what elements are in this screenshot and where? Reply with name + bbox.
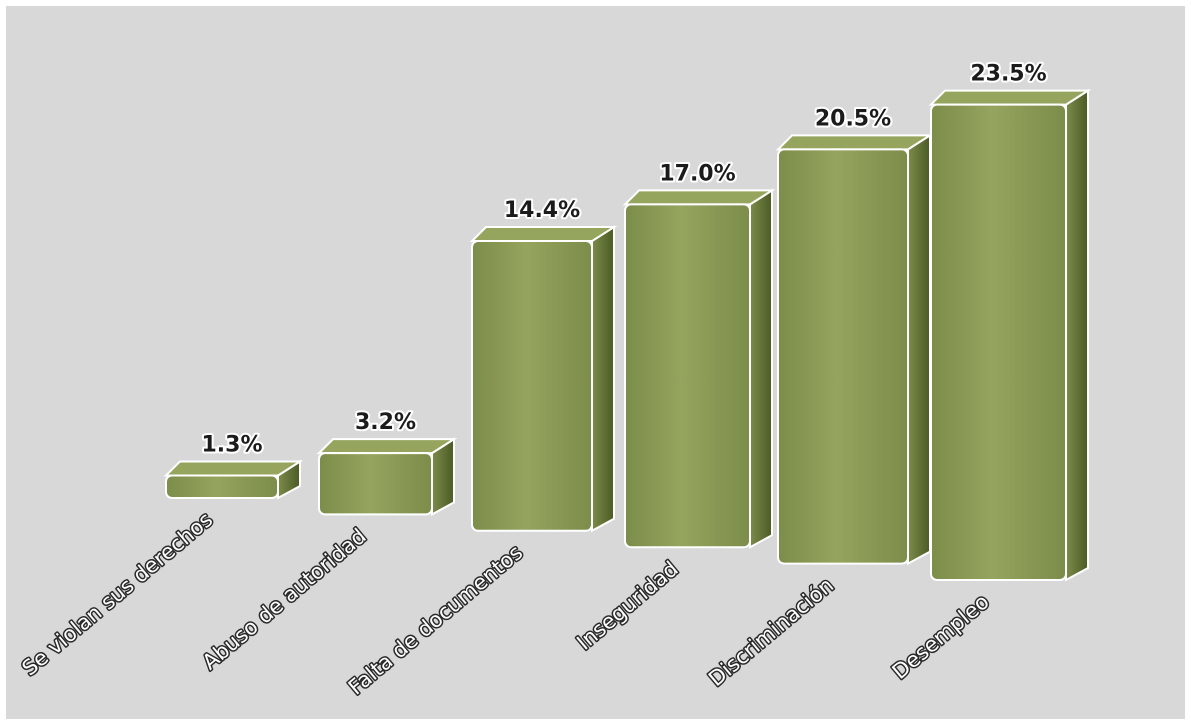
bar xyxy=(318,452,433,516)
bar-side xyxy=(591,225,615,533)
data-label: 23.5% xyxy=(970,62,1046,87)
data-label: 17.0% xyxy=(659,161,735,186)
data-label: 1.3% xyxy=(201,432,262,457)
bar-top xyxy=(775,134,934,151)
data-label: 14.4% xyxy=(504,198,580,223)
bar xyxy=(624,203,751,549)
bar-top xyxy=(163,460,304,477)
bar xyxy=(471,240,593,532)
bar xyxy=(777,148,909,565)
bar xyxy=(165,474,279,500)
bar-side xyxy=(907,133,931,566)
bar-side xyxy=(1065,88,1089,582)
bar-top xyxy=(622,189,776,206)
bar-top xyxy=(928,89,1092,106)
bar-top xyxy=(469,226,618,243)
data-label: 3.2% xyxy=(355,410,416,435)
bar-side xyxy=(749,188,773,549)
data-label: 20.5% xyxy=(815,106,891,131)
bar-top xyxy=(316,438,458,455)
bar xyxy=(930,103,1067,581)
